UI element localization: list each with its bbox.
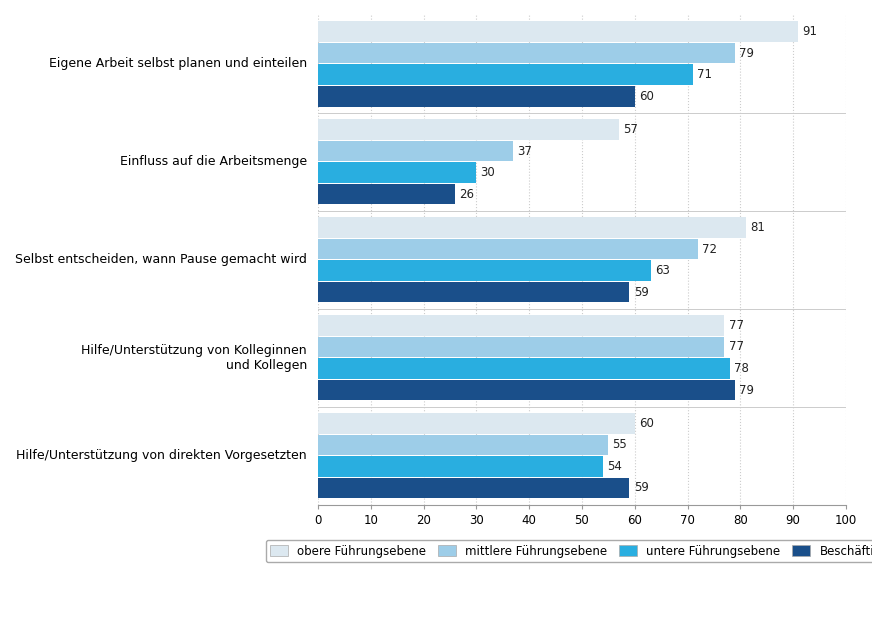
Bar: [318, 43, 735, 63]
Bar: [318, 64, 692, 85]
Text: 79: 79: [739, 384, 754, 397]
Text: 60: 60: [639, 417, 654, 430]
Text: 77: 77: [729, 340, 744, 353]
Text: 63: 63: [655, 264, 670, 277]
Bar: [318, 217, 746, 238]
Bar: [318, 22, 799, 42]
Text: 81: 81: [750, 221, 765, 234]
Text: 54: 54: [607, 460, 622, 473]
Text: 37: 37: [517, 145, 533, 158]
Text: 78: 78: [734, 362, 749, 375]
Bar: [318, 413, 635, 433]
Bar: [318, 456, 603, 477]
Text: 91: 91: [802, 25, 818, 38]
Bar: [318, 337, 725, 357]
Bar: [318, 86, 635, 106]
Bar: [318, 162, 476, 183]
Text: 55: 55: [612, 438, 627, 451]
Bar: [318, 435, 609, 455]
Text: 26: 26: [460, 188, 474, 201]
Text: 79: 79: [739, 46, 754, 59]
Text: 72: 72: [702, 243, 718, 256]
Bar: [318, 261, 651, 281]
Text: 59: 59: [634, 285, 649, 298]
Bar: [318, 239, 698, 259]
Text: 57: 57: [623, 123, 638, 136]
Legend: obere Führungsebene, mittlere Führungsebene, untere Führungsebene, Beschäftigte: obere Führungsebene, mittlere Führungseb…: [265, 540, 872, 562]
Bar: [318, 315, 725, 335]
Bar: [318, 380, 735, 400]
Bar: [318, 358, 730, 379]
Text: 71: 71: [697, 68, 712, 81]
Bar: [318, 282, 630, 302]
Bar: [318, 119, 619, 140]
Text: 60: 60: [639, 90, 654, 103]
Bar: [318, 478, 630, 498]
Text: 30: 30: [480, 166, 495, 179]
Bar: [318, 184, 455, 204]
Text: 59: 59: [634, 482, 649, 495]
Bar: [318, 141, 514, 162]
Text: 77: 77: [729, 319, 744, 332]
